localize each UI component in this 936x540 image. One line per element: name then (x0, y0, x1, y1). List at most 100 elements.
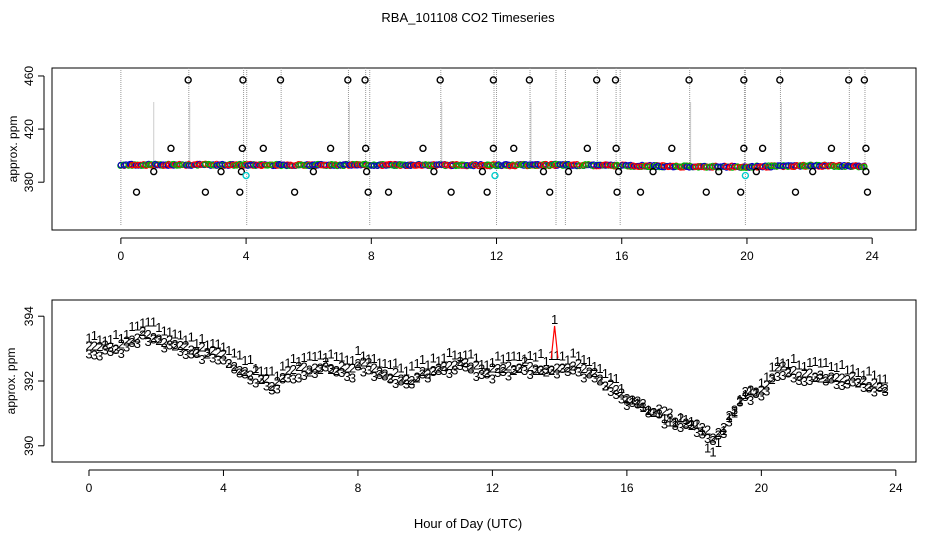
baseline-point (643, 162, 651, 169)
series-1-point: 1 (225, 343, 232, 358)
series-3-point: 3 (618, 391, 625, 406)
series-2-point: 2 (553, 360, 560, 375)
series-1-point: 1 (618, 381, 625, 396)
series-1-point: 1 (360, 349, 367, 364)
series-2-point: 2 (430, 363, 437, 378)
series-1-point: 1 (161, 324, 168, 339)
outlier-point (201, 188, 210, 196)
series-2-point: 2 (85, 339, 92, 354)
baseline-point (635, 163, 643, 171)
series-3-point: 3 (623, 398, 630, 413)
series-1-point: 1 (844, 362, 851, 377)
panel-top-points (117, 76, 872, 196)
series-3-point: 3 (225, 356, 232, 371)
series-1-point: 1 (284, 356, 291, 371)
series-3-point: 3 (295, 371, 302, 386)
series-2-point: 2 (607, 376, 614, 391)
series-2-point: 2 (693, 417, 700, 432)
series-3-point: 3 (327, 361, 334, 376)
series-2-point: 2 (139, 324, 146, 339)
series-1-point: 1 (112, 327, 119, 342)
outlier-point (525, 76, 534, 84)
series-3-point: 3 (252, 376, 259, 391)
series-2-point: 2 (725, 408, 732, 423)
series-1-point: 1 (881, 372, 888, 387)
series-2-point: 2 (634, 393, 641, 408)
series-3-point: 3 (569, 363, 576, 378)
series-3-point: 3 (607, 384, 614, 399)
outlier-point (685, 76, 693, 84)
series-3-point: 3 (860, 380, 867, 395)
series-2-point: 2 (322, 354, 329, 369)
series-1-point: 1 (134, 319, 141, 334)
series-2-point: 2 (150, 330, 157, 345)
series-2-point: 2 (118, 337, 125, 352)
baseline-point (277, 161, 285, 168)
y-tick-label: 394 (22, 306, 36, 326)
outlier-point (546, 188, 554, 196)
series-3-point: 3 (645, 405, 652, 420)
series-3-point: 3 (844, 376, 851, 391)
series-3-point: 3 (419, 366, 426, 381)
series-2-point: 2 (865, 379, 872, 394)
series-2-point: 2 (467, 359, 474, 374)
series-2-point: 2 (752, 385, 759, 400)
series-3-point: 3 (763, 384, 770, 399)
x-tick-label: 4 (243, 249, 250, 263)
series-1-point: 1 (177, 328, 184, 343)
series-1-point: 1 (188, 330, 195, 345)
series-1-point: 1 (553, 348, 560, 363)
outlier-point (614, 167, 623, 176)
series-2-point: 2 (440, 359, 447, 374)
series-1-point: 1 (311, 349, 318, 364)
series-1-point: 1 (85, 331, 92, 346)
series-3-point: 3 (715, 427, 722, 442)
x-tick-label: 12 (486, 481, 500, 495)
series-3-point: 3 (634, 396, 641, 411)
series-1-point: 1 (344, 352, 351, 367)
baseline-point (415, 161, 423, 169)
series-2-point: 2 (91, 338, 98, 353)
series-2-point: 2 (537, 363, 544, 378)
baseline-point (604, 161, 612, 169)
series-2-point: 2 (107, 339, 114, 354)
series-3-point: 3 (198, 352, 205, 367)
series-1-point: 1 (806, 355, 813, 370)
outlier-point (583, 144, 592, 153)
baseline-point (460, 161, 468, 169)
series-3-point: 3 (91, 348, 98, 363)
series-3-point: 3 (139, 328, 146, 343)
series-1-point: 1 (166, 324, 173, 339)
outlier-point (740, 76, 748, 84)
series-1-point: 1 (569, 346, 576, 361)
series-3-point: 3 (177, 344, 184, 359)
panel-bottom-ylabel: approx. ppm (4, 348, 18, 415)
series-1-point: 1 (424, 358, 431, 373)
outlier-point (611, 76, 620, 84)
baseline-point (812, 162, 820, 169)
series-2-point: 2 (214, 345, 221, 360)
series-2-point: 2 (709, 431, 716, 446)
series-3-point: 3 (435, 363, 442, 378)
baseline-point (821, 161, 828, 169)
series-2-point: 2 (344, 361, 351, 376)
series-3-point: 3 (134, 336, 141, 351)
panel-top: 0 4 8 12 16 20 24 380 420 460 approx. ppm (6, 66, 917, 263)
series-2-point: 2 (688, 418, 695, 433)
outlier-point (290, 188, 299, 196)
series-3-point: 3 (166, 338, 173, 353)
series-1-point: 1 (128, 319, 135, 334)
series-3-point: 3 (553, 367, 560, 382)
series-2-point: 2 (505, 359, 512, 374)
series-3-point: 3 (725, 415, 732, 430)
series-2-point: 2 (639, 396, 646, 411)
series-2-point: 2 (483, 365, 490, 380)
baseline-point (773, 163, 780, 170)
baseline-point (739, 163, 747, 171)
series-1-point: 1 (693, 417, 700, 432)
series-3-point: 3 (801, 374, 808, 389)
series-3-point: 3 (596, 373, 603, 388)
series-1-point: 1 (661, 411, 668, 426)
series-1-point: 1 (785, 356, 792, 371)
